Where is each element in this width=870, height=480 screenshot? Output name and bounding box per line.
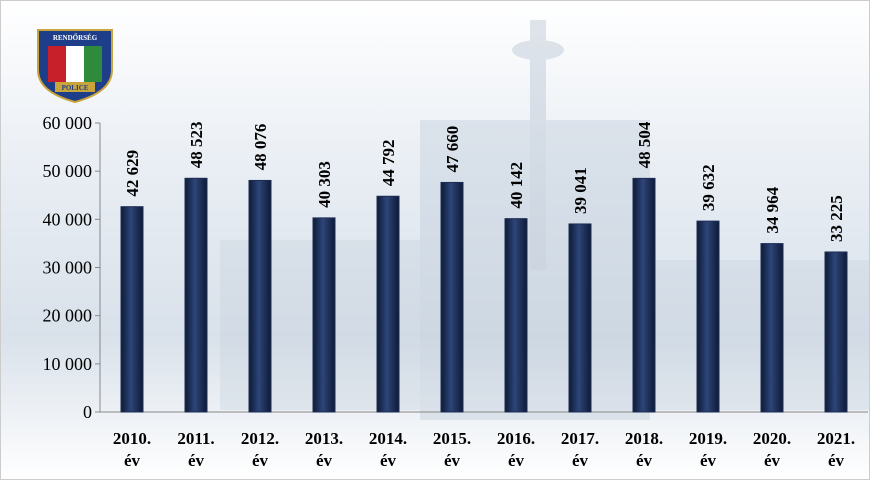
value-label: 40 303 [315, 161, 334, 208]
x-tick-label: 2016. év [496, 429, 536, 470]
value-label: 48 504 [635, 121, 654, 168]
value-label: 42 629 [123, 150, 142, 197]
x-tick-label: 2011. év [177, 429, 215, 470]
bar [760, 243, 784, 413]
x-tick-label: 2015. év [432, 429, 472, 470]
x-tick-label: 2021. év [816, 429, 856, 470]
value-label: 39 632 [699, 164, 718, 211]
bar [568, 223, 592, 413]
value-label: 34 964 [763, 186, 782, 233]
bar [504, 218, 528, 413]
y-tick-label: 60 000 [43, 113, 93, 133]
x-tick-label: 2013. év [304, 429, 344, 470]
y-tick-label: 10 000 [43, 354, 93, 374]
x-tick-label: 2017. év [560, 429, 600, 470]
value-label: 33 225 [827, 195, 846, 242]
bar [376, 195, 400, 413]
x-tick-label: 2019. év [688, 429, 728, 470]
bar [696, 220, 720, 413]
y-tick-label: 30 000 [43, 258, 93, 278]
x-tick-label: 2020. év [752, 429, 792, 470]
logo: RENDŐRSÉG POLICE [37, 29, 113, 104]
y-tick-label: 50 000 [43, 161, 93, 181]
x-tick-label: 2018. év [624, 429, 664, 470]
bar [824, 251, 848, 413]
bar [248, 179, 272, 413]
logo-bottom-text: POLICE [62, 84, 89, 92]
value-label: 44 792 [379, 140, 398, 187]
y-tick-label: 0 [83, 402, 92, 422]
value-label: 40 142 [507, 162, 526, 209]
logo-top-text: RENDŐRSÉG [53, 34, 98, 42]
y-tick-label: 40 000 [43, 209, 93, 229]
bar [440, 181, 464, 413]
x-tick-label: 2014. év [368, 429, 408, 470]
bar [312, 217, 336, 413]
y-tick-label: 20 000 [43, 306, 93, 326]
value-label: 39 041 [571, 167, 590, 214]
value-label: 48 076 [251, 124, 270, 171]
x-tick-label: 2012. év [240, 429, 280, 470]
value-label: 47 660 [443, 126, 462, 173]
value-label: 48 523 [187, 122, 206, 169]
bar [120, 206, 144, 413]
x-tick-label: 2010. év [112, 429, 152, 470]
bar [184, 177, 208, 413]
bar [632, 177, 656, 413]
